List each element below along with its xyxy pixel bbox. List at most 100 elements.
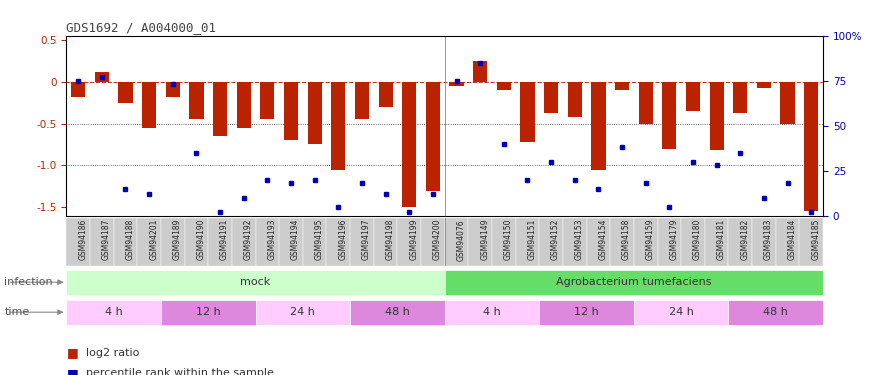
Text: mock: mock	[241, 277, 271, 287]
Text: GSM94182: GSM94182	[740, 219, 750, 260]
Text: infection: infection	[4, 277, 53, 287]
Bar	[208, 217, 232, 266]
Text: time: time	[4, 307, 30, 317]
Bar	[686, 82, 700, 111]
Bar	[236, 82, 250, 128]
Bar	[544, 82, 558, 114]
Bar	[71, 82, 85, 97]
Bar	[185, 217, 208, 266]
Text: 12 h: 12 h	[196, 307, 220, 317]
Text: GSM94149: GSM94149	[481, 219, 489, 261]
Bar	[279, 217, 303, 266]
Text: GSM94151: GSM94151	[527, 219, 536, 260]
Text: GSM94179: GSM94179	[669, 219, 678, 261]
Bar	[615, 82, 629, 90]
Bar	[373, 217, 397, 266]
Text: GSM94187: GSM94187	[102, 219, 111, 260]
Text: GSM94180: GSM94180	[693, 219, 702, 260]
Bar	[473, 61, 488, 82]
Text: GSM94158: GSM94158	[622, 219, 631, 260]
Bar	[468, 217, 492, 266]
Bar	[402, 82, 416, 207]
Bar	[165, 82, 180, 97]
Text: GSM94194: GSM94194	[291, 219, 300, 261]
Bar	[161, 217, 185, 266]
Text: GSM94150: GSM94150	[504, 219, 512, 261]
Bar	[113, 217, 137, 266]
Bar	[445, 217, 468, 266]
Bar	[634, 300, 728, 325]
Bar	[634, 217, 658, 266]
Bar	[757, 82, 771, 88]
Text: GSM94153: GSM94153	[574, 219, 584, 261]
Bar	[776, 217, 799, 266]
Bar	[421, 217, 444, 266]
Bar	[350, 300, 445, 325]
Text: GSM94192: GSM94192	[243, 219, 253, 260]
Text: GSM94181: GSM94181	[717, 219, 726, 260]
Text: GSM94159: GSM94159	[646, 219, 655, 261]
Bar	[799, 217, 823, 266]
Bar	[66, 270, 445, 295]
Bar	[591, 82, 605, 170]
Bar	[681, 217, 704, 266]
Bar	[66, 300, 161, 325]
Bar	[781, 82, 795, 123]
Bar	[397, 217, 421, 266]
Bar	[587, 217, 611, 266]
Bar	[520, 82, 535, 142]
Text: GSM94154: GSM94154	[598, 219, 607, 261]
Bar	[539, 217, 563, 266]
Bar	[303, 217, 327, 266]
Text: GSM94186: GSM94186	[78, 219, 88, 260]
Text: Agrobacterium tumefaciens: Agrobacterium tumefaciens	[556, 277, 712, 287]
Bar	[232, 217, 256, 266]
Bar	[804, 82, 819, 212]
Text: GSM94076: GSM94076	[457, 219, 466, 261]
Bar	[66, 217, 90, 266]
Text: 12 h: 12 h	[574, 307, 599, 317]
Bar	[563, 217, 587, 266]
Text: GSM94198: GSM94198	[386, 219, 395, 260]
Bar	[445, 270, 823, 295]
Bar	[284, 82, 298, 140]
Text: GSM94185: GSM94185	[812, 219, 820, 260]
Text: GSM94195: GSM94195	[315, 219, 324, 261]
Text: GSM94196: GSM94196	[338, 219, 347, 261]
Bar	[445, 300, 539, 325]
Text: GSM94190: GSM94190	[196, 219, 205, 261]
Bar	[350, 217, 373, 266]
Bar	[213, 82, 227, 136]
Bar	[355, 82, 369, 119]
Bar	[308, 82, 322, 144]
Text: GDS1692 / A004000_01: GDS1692 / A004000_01	[66, 21, 216, 34]
Bar	[516, 217, 539, 266]
Text: GSM94193: GSM94193	[267, 219, 276, 261]
Text: 24 h: 24 h	[669, 307, 694, 317]
Bar	[256, 217, 279, 266]
Text: GSM94200: GSM94200	[433, 219, 442, 261]
Bar	[728, 300, 823, 325]
Bar	[426, 82, 440, 190]
Text: GSM94184: GSM94184	[788, 219, 796, 260]
Bar	[704, 217, 728, 266]
Bar	[539, 300, 634, 325]
Bar	[161, 300, 256, 325]
Text: GSM94188: GSM94188	[126, 219, 135, 260]
Bar	[327, 217, 350, 266]
Bar	[733, 82, 748, 114]
Bar	[95, 72, 109, 82]
Text: GSM94191: GSM94191	[220, 219, 229, 260]
Bar	[728, 217, 752, 266]
Bar	[658, 217, 681, 266]
Bar	[492, 217, 516, 266]
Text: GSM94197: GSM94197	[362, 219, 371, 261]
Bar	[137, 217, 161, 266]
Text: 48 h: 48 h	[385, 307, 410, 317]
Bar	[379, 82, 393, 107]
Bar	[90, 217, 113, 266]
Text: 4 h: 4 h	[104, 307, 122, 317]
Text: 48 h: 48 h	[764, 307, 789, 317]
Text: ■: ■	[66, 346, 78, 359]
Bar	[142, 82, 157, 128]
